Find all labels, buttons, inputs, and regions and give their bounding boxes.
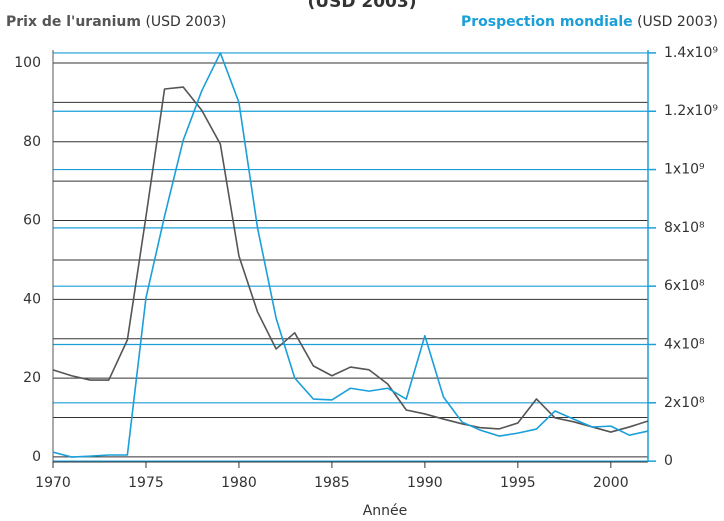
series-line: [52, 86, 649, 433]
y-axis-label: Prix de l'uranium (USD 2003): [6, 14, 226, 30]
y-tick-label: 0: [32, 449, 41, 465]
y2-tick-label: 6x10⁸: [664, 278, 705, 294]
y2-tick-label: 0: [664, 453, 673, 469]
x-tick-label: 1995: [500, 475, 536, 491]
y-tick-label: 60: [23, 213, 41, 229]
y-tick-label: 100: [14, 55, 41, 71]
x-tick-label: 2000: [593, 475, 629, 491]
y2-axis-label: Prospection mondiale (USD 2003): [461, 14, 718, 30]
chart-title: (USD 2003): [308, 0, 417, 12]
y-tick-label: 40: [23, 291, 41, 307]
y2-tick-label: 1x10⁹: [664, 162, 705, 178]
series-line: [52, 52, 649, 458]
x-tick-label: 1985: [314, 475, 350, 491]
x-tick-label: 1980: [221, 475, 257, 491]
y-tick-label: 20: [23, 370, 41, 386]
y2-tick-label: 2x10⁸: [664, 395, 705, 411]
x-tick-label: 1970: [35, 475, 71, 491]
x-axis-label: Année: [363, 503, 408, 519]
y2-tick-label: 1.2x10⁹: [664, 103, 718, 119]
y2-axis-unit: (USD 2003): [637, 14, 718, 30]
y2-tick-label: 4x10⁸: [664, 336, 705, 352]
y-tick-label: 80: [23, 134, 41, 150]
y2-tick-label: 8x10⁸: [664, 220, 705, 236]
x-tick-label: 1990: [407, 475, 443, 491]
y-axis-name: Prix de l'uranium: [6, 14, 141, 30]
y-axis-unit: (USD 2003): [145, 14, 226, 30]
y2-tick-label: 1.4x10⁹: [664, 45, 718, 61]
y2-axis-name: Prospection mondiale: [461, 14, 633, 30]
x-tick-label: 1975: [128, 475, 164, 491]
